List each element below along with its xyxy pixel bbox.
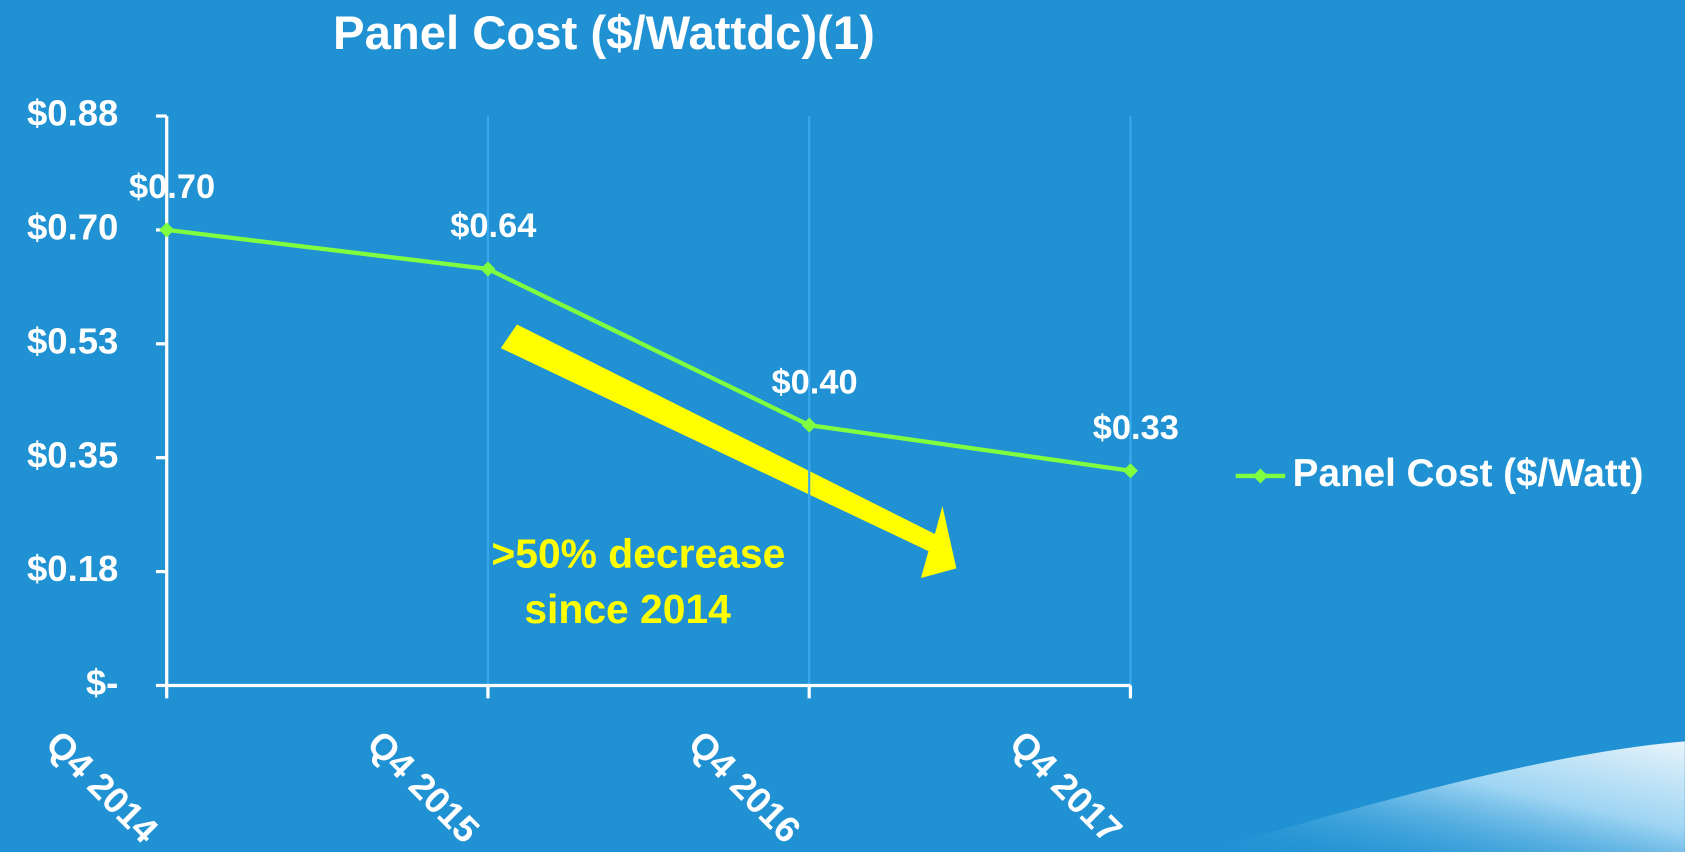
annotation: since 2014 xyxy=(524,586,731,632)
data-label: $0.70 xyxy=(129,168,215,206)
data-label: $0.40 xyxy=(772,363,858,401)
data-point xyxy=(159,222,175,238)
data-point xyxy=(801,417,817,433)
data-label: $0.33 xyxy=(1093,409,1179,447)
y-tick-label: $0.53 xyxy=(27,320,118,361)
y-tick-label: $- xyxy=(86,662,118,703)
chart-title: Panel Cost ($/Wattdc)(1) xyxy=(333,7,875,60)
annotation: >50% decrease xyxy=(491,530,785,576)
trend-arrow xyxy=(500,324,957,579)
data-line xyxy=(166,227,1131,473)
data-label: $0.64 xyxy=(450,207,536,245)
y-tick-label: $0.18 xyxy=(27,548,118,589)
data-point xyxy=(480,261,496,277)
y-tick-label: $0.70 xyxy=(27,207,118,248)
y-tick-label: $0.88 xyxy=(27,93,118,134)
y-tick-label: $0.35 xyxy=(27,434,118,475)
decoration xyxy=(1203,741,1685,852)
legend-label: Panel Cost ($/Watt) xyxy=(1293,452,1644,495)
